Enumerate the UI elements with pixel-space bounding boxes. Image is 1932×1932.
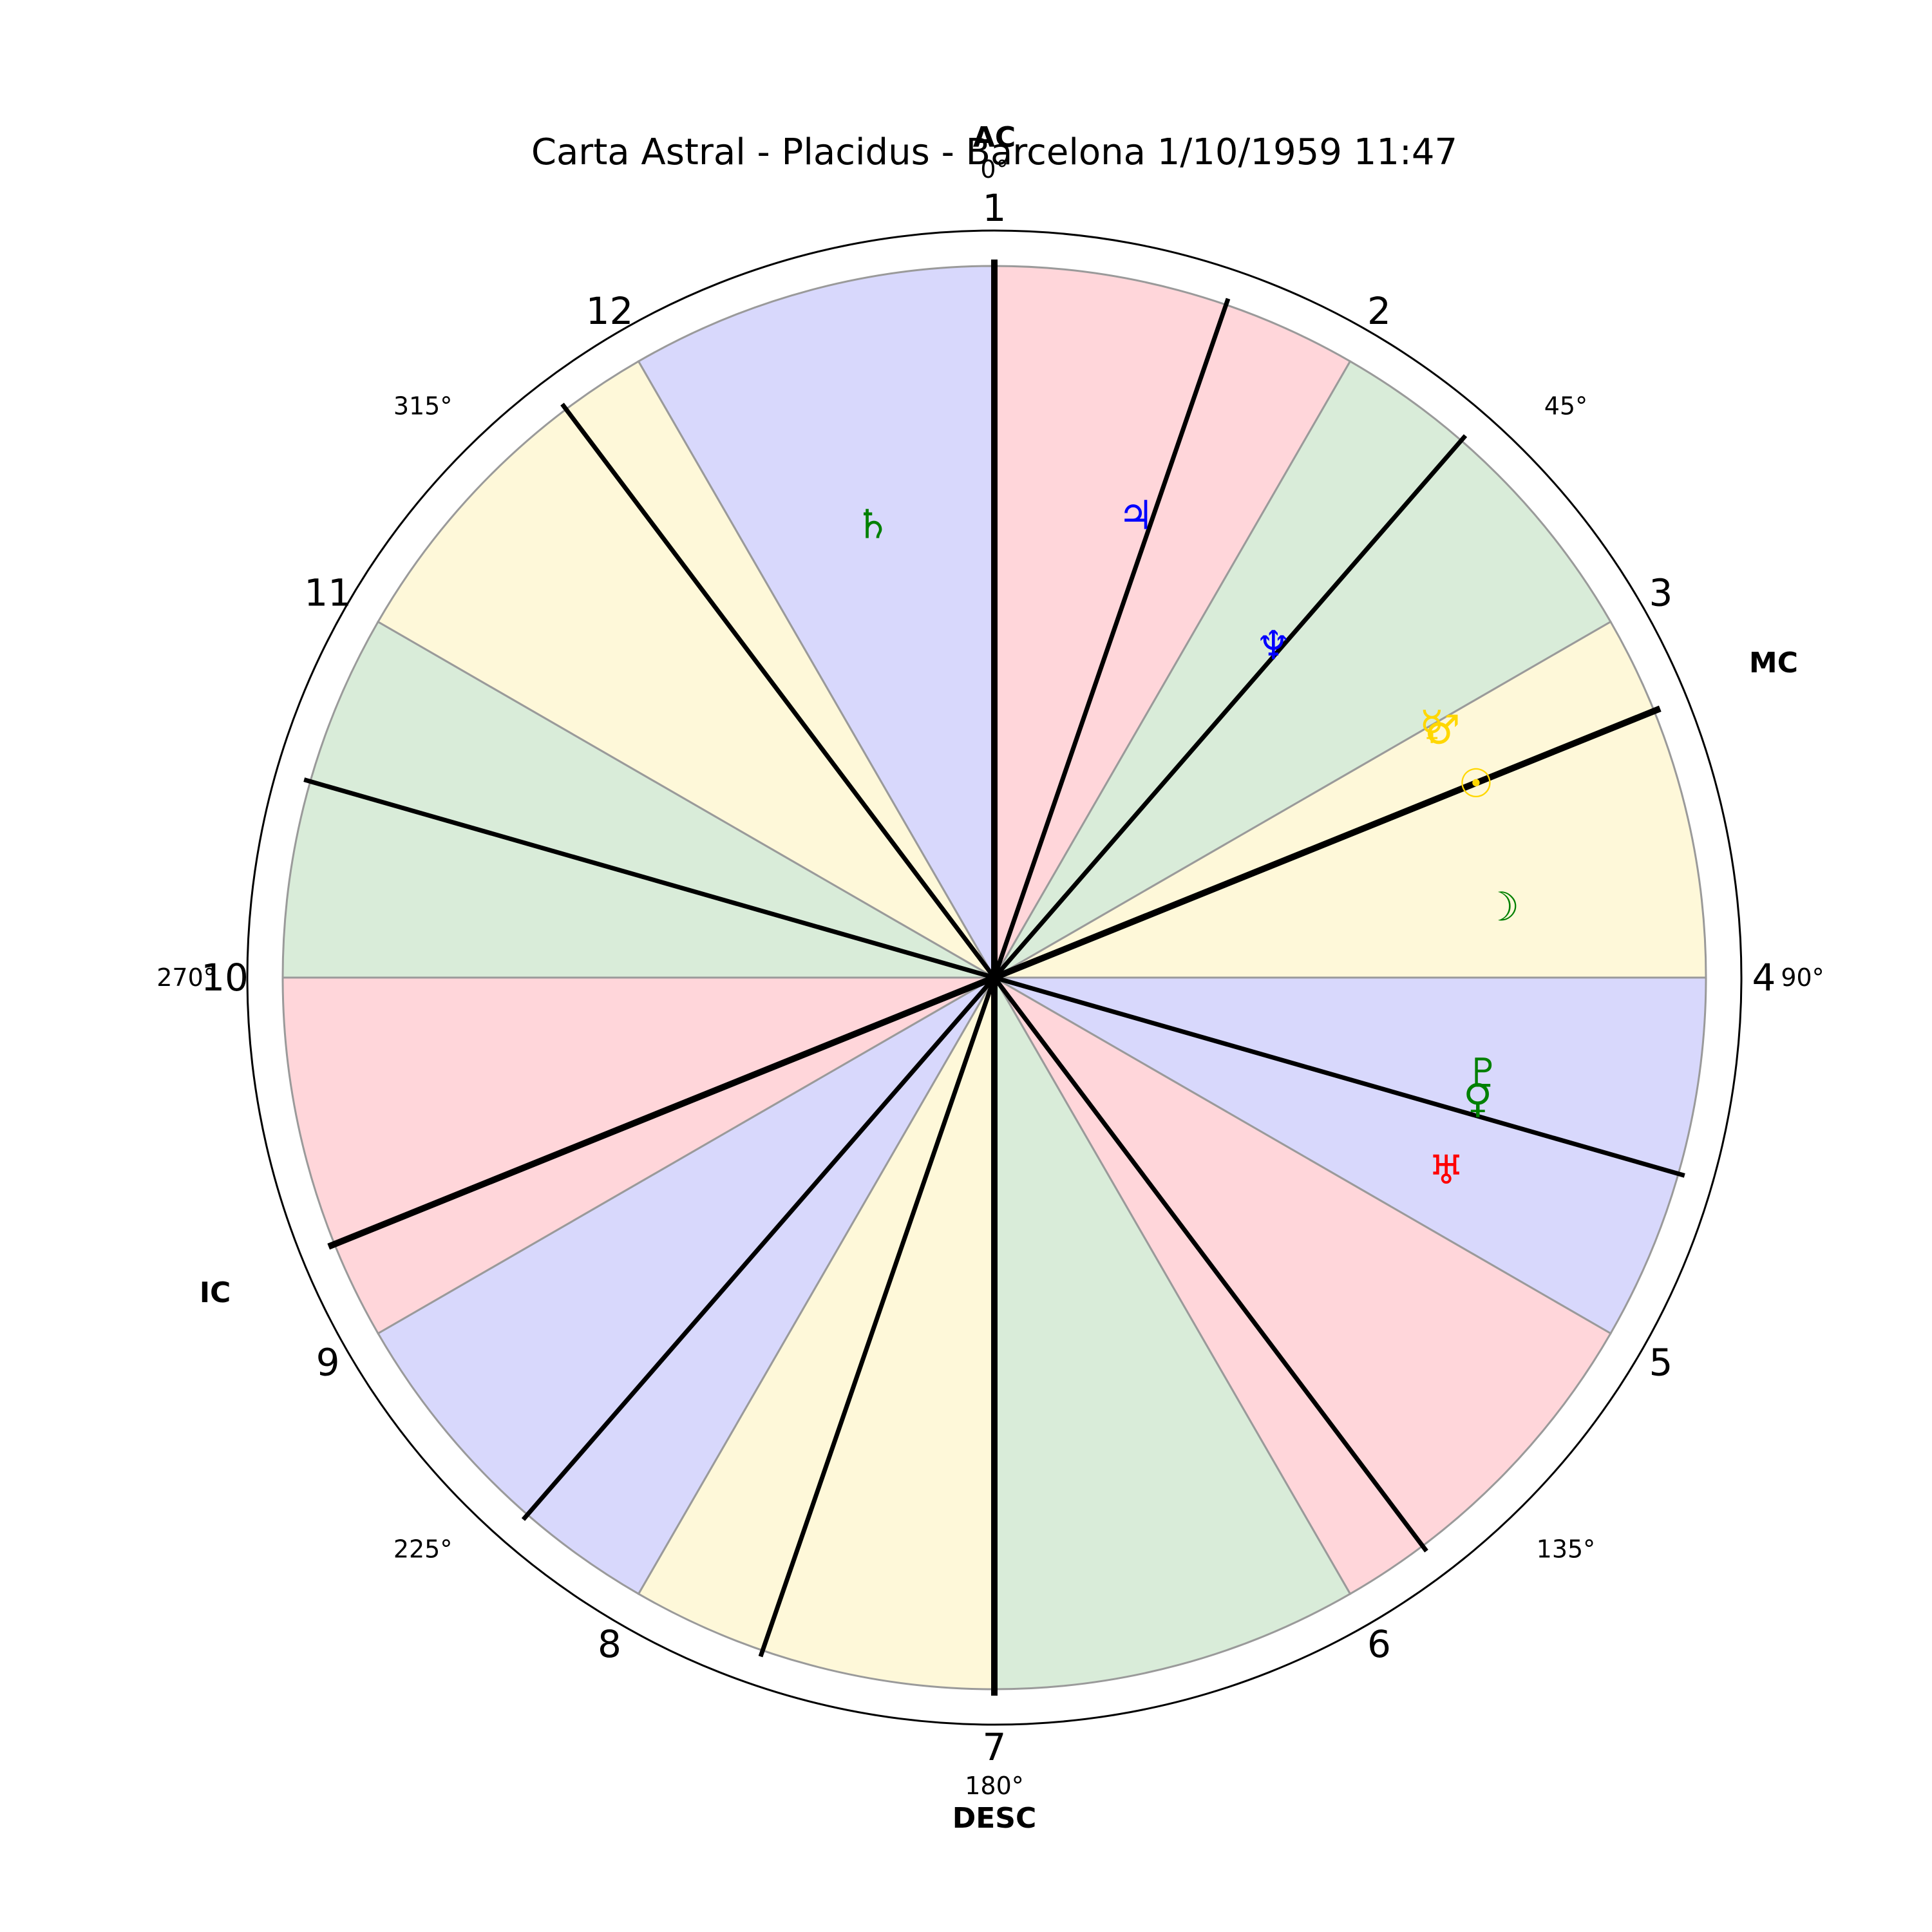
planet-symbol-2: ♃ bbox=[1118, 491, 1154, 538]
angle-labels: AC MC DESC IC bbox=[200, 121, 1798, 1835]
planet-symbol-4: ☿ bbox=[1419, 702, 1444, 749]
sign-sector-8 bbox=[376, 974, 998, 1596]
degree-labels: 0° 45° 90° 135° 180° 225° 270° 315° bbox=[156, 155, 1824, 1800]
angle-label-ac: AC bbox=[973, 121, 1016, 154]
degree-label-90: 90° bbox=[1781, 963, 1824, 992]
sign-number-5: 5 bbox=[1649, 1341, 1672, 1385]
sign-sector-4 bbox=[990, 976, 1707, 1335]
sign-sector-10 bbox=[281, 620, 998, 979]
sign-number-7: 7 bbox=[983, 1725, 1007, 1769]
sign-sector-3 bbox=[990, 620, 1707, 979]
house-cusp-3 bbox=[992, 434, 1468, 980]
planets: ♄ ♃ ♆ ☿♂ ☉ ☽ ♇♀ ♅ bbox=[855, 491, 1519, 1193]
house-cusp-6 bbox=[992, 976, 1428, 1553]
outer-ring bbox=[246, 229, 1743, 1726]
sign-sector-7 bbox=[637, 974, 996, 1690]
planet-symbol-7: ☽ bbox=[1484, 883, 1520, 930]
degree-label-225: 225° bbox=[393, 1535, 453, 1563]
planet-symbol-8: ♇ bbox=[1465, 1050, 1501, 1097]
sign-sectors bbox=[281, 265, 1707, 1690]
angle-label-ic: IC bbox=[200, 1276, 231, 1309]
house-cusp-8 bbox=[758, 976, 997, 1658]
sign-sector-12 bbox=[637, 265, 996, 981]
house-cusp-5 bbox=[994, 975, 1685, 1178]
degree-label-270: 270° bbox=[156, 963, 216, 992]
planet-symbol-3: ♆ bbox=[1255, 622, 1291, 669]
sign-sector-9 bbox=[281, 976, 998, 1335]
sign-number-12: 12 bbox=[586, 289, 634, 333]
angle-label-desc: DESC bbox=[952, 1802, 1037, 1835]
sign-number-3: 3 bbox=[1649, 571, 1672, 615]
sign-number-1: 1 bbox=[983, 186, 1007, 230]
degree-label-0: 0° bbox=[980, 155, 1008, 184]
sign-sector-2 bbox=[991, 359, 1613, 981]
planet-symbol-1: ♄ bbox=[855, 501, 891, 548]
house-cusp-9 bbox=[521, 976, 996, 1521]
sign-sector-11 bbox=[376, 359, 998, 981]
planet-symbol-5: ♂ bbox=[1425, 706, 1461, 753]
sign-number-10: 10 bbox=[201, 956, 249, 999]
house-cusp-12 bbox=[560, 402, 996, 980]
degree-label-315: 315° bbox=[393, 392, 453, 421]
planet-symbol-9: ♀ bbox=[1463, 1075, 1492, 1122]
house-cusp-4 bbox=[993, 705, 1662, 981]
planet-symbol-10: ♅ bbox=[1428, 1146, 1464, 1193]
house-cusp-11 bbox=[303, 777, 995, 980]
sign-sector-6 bbox=[993, 974, 1352, 1690]
house-cusp-2 bbox=[992, 298, 1231, 979]
sign-number-6: 6 bbox=[1367, 1622, 1391, 1666]
sign-number-11: 11 bbox=[304, 571, 352, 615]
house-cusp-10 bbox=[327, 974, 996, 1250]
degree-label-180: 180° bbox=[965, 1772, 1024, 1800]
house-cusps bbox=[303, 260, 1685, 1696]
sign-number-4: 4 bbox=[1752, 956, 1776, 999]
sign-sector-5 bbox=[991, 974, 1613, 1596]
sign-number-9: 9 bbox=[316, 1341, 340, 1385]
sign-number-2: 2 bbox=[1367, 289, 1391, 333]
degree-label-45: 45° bbox=[1544, 392, 1587, 421]
sign-number-8: 8 bbox=[598, 1622, 621, 1666]
sign-sector-1 bbox=[993, 265, 1352, 981]
planet-symbol-6: ☉ bbox=[1458, 760, 1494, 807]
degree-label-135: 135° bbox=[1537, 1535, 1596, 1563]
angle-label-mc: MC bbox=[1749, 647, 1798, 679]
chart-title: Carta Astral - Placidus - Barcelona 1/10… bbox=[531, 131, 1457, 173]
